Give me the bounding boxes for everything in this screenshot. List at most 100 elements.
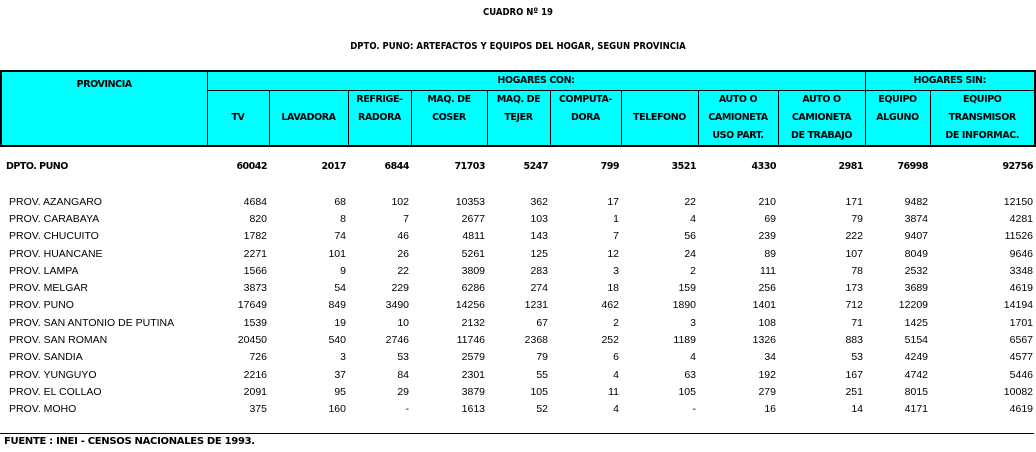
cell-value: 4811 xyxy=(462,230,485,243)
cell-value: 726 xyxy=(249,351,267,364)
cell-value: 68 xyxy=(334,195,346,208)
header-line: DORA xyxy=(570,112,601,123)
cell-value: 3809 xyxy=(461,264,485,277)
header-line xyxy=(270,91,348,109)
header-line: MAQ. DE xyxy=(427,94,471,105)
cell-value: 54 xyxy=(334,282,346,295)
cell-value: 375 xyxy=(249,403,267,416)
cell-value: 24 xyxy=(684,247,696,260)
header-line: CAMIONETA xyxy=(708,112,768,123)
cell-value: 3 xyxy=(340,351,346,364)
cell-value: - xyxy=(692,403,697,416)
header-line: ALGUNO xyxy=(876,112,919,123)
cell-value: 105 xyxy=(678,385,696,398)
table-row: PROV. HUANCANE 2271 101 26 5261 125 12 24 89 107 8… xyxy=(0,245,1034,262)
province-name: PROV. SAN ANTONIO DE PUTINA xyxy=(9,316,175,329)
header-line: AUTO O xyxy=(802,94,841,105)
cell-value: 171 xyxy=(845,195,863,208)
cell-value: 239 xyxy=(758,230,776,243)
cell-value: 256 xyxy=(758,282,776,295)
table-row: PROV. LAMPA 1566 9 22 3809 283 3 2 111 78 2532 3348 xyxy=(0,262,1034,279)
cell-value: 53 xyxy=(851,351,863,364)
cell-value: 3873 xyxy=(243,282,267,295)
cell-value: 78 xyxy=(851,264,863,277)
cell-value: 60042 xyxy=(236,161,267,173)
cell-value: 210 xyxy=(758,195,776,208)
cell-value: 1401 xyxy=(752,299,776,312)
table-row: PROV. CHUCUITO 1782 74 46 4811 143 7 56 239 222 94… xyxy=(0,228,1034,245)
cell-value: 2746 xyxy=(385,334,409,347)
cell-value: 14194 xyxy=(1003,299,1033,312)
cell-value: 4171 xyxy=(904,403,928,416)
header-column: EQUIPO ALGUNO xyxy=(864,90,931,147)
cell-value: 3689 xyxy=(904,282,928,295)
cell-value: 4742 xyxy=(904,368,928,381)
cell-value: 46 xyxy=(397,230,409,243)
cell-value: 279 xyxy=(758,385,776,398)
province-name: PROV. EL COLLAO xyxy=(9,385,102,398)
header-line: TV xyxy=(231,112,245,123)
cell-value: 820 xyxy=(249,212,267,225)
cell-value: 1782 xyxy=(243,230,267,243)
header-line: REFRIGE- xyxy=(356,94,403,105)
cell-value: 10 xyxy=(397,316,409,329)
province-name: PROV. MOHO xyxy=(9,403,77,416)
table-title: CUADRO Nº 19 xyxy=(483,7,553,18)
cell-value: 107 xyxy=(845,247,863,260)
province-name: PROV. CARABAYA xyxy=(9,212,100,225)
header-line: DE TRABAJO xyxy=(790,130,853,141)
cell-value: 799 xyxy=(600,161,620,173)
cell-value: 29 xyxy=(397,385,409,398)
cell-value: 160 xyxy=(328,403,346,416)
header-column: MAQ. DE TEJER xyxy=(486,90,551,147)
cell-value: 103 xyxy=(530,212,548,225)
cell-value: 63 xyxy=(684,368,696,381)
cell-value: 17649 xyxy=(237,299,267,312)
cell-value: 143 xyxy=(530,230,548,243)
cell-value: 102 xyxy=(391,195,409,208)
cell-value: 252 xyxy=(601,334,619,347)
cell-value: 22 xyxy=(684,195,696,208)
table-row: PROV. CARABAYA 820 8 7 2677 103 1 4 69 79 3874 4281 xyxy=(0,210,1034,227)
cell-value: 4 xyxy=(613,403,619,416)
province-name: PROV. SANDIA xyxy=(9,351,83,364)
cell-value: 192 xyxy=(758,368,776,381)
cell-value: 34 xyxy=(764,351,776,364)
province-name: PROV. LAMPA xyxy=(9,264,79,277)
cell-value: 7 xyxy=(613,230,619,243)
table-row: PROV. PUNO 17649 849 3490 14256 1231 462 1890 14… xyxy=(0,297,1034,314)
cell-value: 1425 xyxy=(904,316,928,329)
cell-value: 1189 xyxy=(673,334,696,347)
cell-value: 101 xyxy=(328,247,346,260)
cell-value: 5154 xyxy=(904,334,928,347)
cell-value: 540 xyxy=(328,334,346,347)
cell-value: 849 xyxy=(328,299,346,312)
header-line: RADORA xyxy=(358,112,401,123)
cell-value: 2132 xyxy=(461,316,485,329)
cell-value: 4 xyxy=(613,368,619,381)
header-column: COMPUTA- DORA xyxy=(549,90,622,147)
table-row: PROV. SAN ANTONIO DE PUTINA 1539 19 10 2132 6… xyxy=(0,314,1034,331)
cell-value: 53 xyxy=(397,351,409,364)
table-row: PROV. AZANGARO 4684 68 102 10353 362 17 22 210 17… xyxy=(0,193,1034,210)
header-line: COMPUTA- xyxy=(558,94,613,105)
header-line: USO PART. xyxy=(712,130,764,141)
cell-value: 6567 xyxy=(1009,334,1033,347)
cell-value: 9482 xyxy=(904,195,928,208)
cell-value: 2368 xyxy=(524,334,548,347)
header-line xyxy=(270,127,348,145)
cell-value: 2532 xyxy=(904,264,928,277)
cell-value: 2981 xyxy=(838,161,864,173)
header-line: MAQ. DE xyxy=(496,94,541,105)
cell-value: 6844 xyxy=(384,161,410,173)
cell-value: 2 xyxy=(613,316,619,329)
cell-value: 26 xyxy=(397,247,409,260)
cell-value: 105 xyxy=(530,385,548,398)
table-row: PROV. EL COLLAO 2091 95 29 3879 105 11 105 279 25… xyxy=(0,383,1034,400)
cell-value: 11 xyxy=(608,385,619,398)
cell-value: 125 xyxy=(530,247,548,260)
cell-value: 4330 xyxy=(751,161,777,173)
cell-value: 3521 xyxy=(671,161,697,173)
cell-value: 19 xyxy=(334,316,346,329)
cell-value: - xyxy=(405,403,410,416)
